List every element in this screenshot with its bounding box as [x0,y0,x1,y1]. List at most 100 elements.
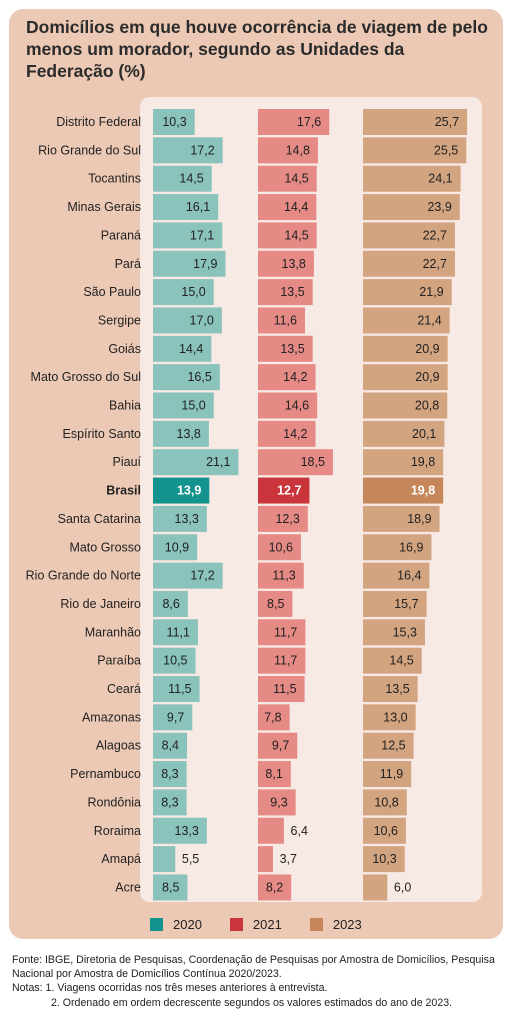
data-label-2020: 8,3 [161,767,178,781]
bar-2021 [258,647,306,674]
bar-2021 [258,449,333,476]
bar-2021 [258,505,308,532]
category-label: Bahia [109,399,141,413]
data-label-2023: 16,9 [399,540,423,554]
bar-2023 [363,590,427,617]
data-label-2023: 22,7 [423,228,447,242]
bar-2023 [363,562,430,589]
category-label: Amapá [101,852,141,866]
bar-2023 [363,307,450,334]
data-label-2023: 11,9 [380,767,403,781]
legend-label-2020: 2020 [173,917,202,932]
data-label-2023: 21,9 [419,285,443,299]
data-label-2023: 20,9 [415,342,439,356]
data-label-2023: 25,5 [434,143,458,157]
bar-2023 [363,165,461,192]
category-label: Mato Grosso do Sul [31,370,141,384]
bar-2023 [363,335,448,362]
data-label-2021: 14,4 [284,200,308,214]
bar-2020 [153,420,209,447]
bar-2021 [258,137,318,164]
bar-2020 [153,392,214,419]
data-label-2021: 18,5 [301,455,325,469]
category-label: Paraná [101,228,141,242]
data-label-2021: 11,6 [274,313,297,327]
bar-2021 [258,165,317,192]
data-label-2021: 8,5 [267,597,284,611]
data-label-2020: 13,3 [175,824,199,838]
data-label-2023: 15,3 [393,625,417,639]
legend-swatch-2023 [309,918,323,931]
data-label-2020: 16,1 [186,200,210,214]
data-label-2023: 24,1 [428,172,452,186]
bar-2023 [363,222,455,249]
category-label: Pernambuco [70,767,141,781]
legend-label-2023: 2023 [332,917,362,932]
bar-2021 [258,477,310,504]
category-label: Ceará [107,682,141,696]
data-label-2023: 6,0 [394,880,411,894]
data-label-2020: 8,5 [162,880,179,894]
category-label: Tocantins [88,172,141,186]
bar-2020 [153,505,207,532]
data-label-2023: 10,6 [374,824,398,838]
data-label-2020: 13,8 [177,427,201,441]
bar-2020 [153,789,187,816]
data-label-2020: 8,3 [161,795,178,809]
bar-2021 [258,222,317,249]
data-label-2021: 6,4 [291,824,308,838]
data-label-2021: 14,5 [284,172,308,186]
bar-2020 [153,874,188,901]
bar-2021 [258,392,318,419]
data-label-2021: 13,8 [282,257,306,271]
bar-2023 [363,420,445,447]
bar-2023 [363,279,452,306]
data-label-2023: 20,8 [415,399,439,413]
category-label: Paraíba [97,654,141,668]
data-label-2021: 14,5 [284,228,308,242]
data-label-2021: 10,6 [269,540,293,554]
category-label: Piauí [113,455,142,469]
data-label-2023: 10,8 [374,795,398,809]
data-label-2021: 9,3 [270,795,287,809]
bar-2021 [258,250,314,277]
data-label-2023: 16,4 [397,569,421,583]
data-label-2021: 14,2 [283,370,307,384]
bar-2021 [258,534,301,561]
data-label-2021: 13,5 [280,342,304,356]
chart-footer: Fonte: IBGE, Diretoria de Pesquisas, Coo… [12,953,508,1010]
bar-2023 [363,647,422,674]
bar-2020 [153,137,223,164]
note-1: Notas: 1. Viagens ocorridas nos três mes… [12,982,328,995]
bar-2020 [153,732,188,759]
bar-2021 [258,732,298,759]
category-label: Rio Grande do Norte [26,569,141,583]
data-label-2023: 25,7 [435,115,459,129]
category-label: Amazonas [82,710,141,724]
category-label: Pará [115,257,141,271]
data-label-2023: 23,9 [427,200,451,214]
bar-2020 [153,307,222,334]
data-label-2021: 13,5 [280,285,304,299]
bar-2021 [258,817,284,844]
data-label-2023: 10,3 [372,852,396,866]
legend-swatch-2021 [229,918,243,931]
data-label-2020: 14,5 [179,172,203,186]
bar-2021 [258,562,304,589]
bar-2021 [258,704,290,731]
data-label-2020: 17,2 [190,569,214,583]
category-label: Acre [115,880,141,894]
bar-2021 [258,335,313,362]
data-label-2021: 17,6 [297,115,321,129]
data-label-2020: 15,0 [181,285,205,299]
category-label: Espírito Santo [62,427,141,441]
bar-chart: Distrito Federal 10,3 17,6 25,7 Rio Grande d… [26,97,482,902]
bar-2023 [363,364,448,391]
data-label-2020: 10,3 [162,115,186,129]
category-label: Sergipe [98,313,141,327]
data-label-2020: 15,0 [181,399,205,413]
bar-2023 [363,846,405,873]
bar-2023 [363,137,467,164]
data-label-2021: 11,7 [274,654,297,668]
data-label-2020: 11,1 [167,625,190,639]
